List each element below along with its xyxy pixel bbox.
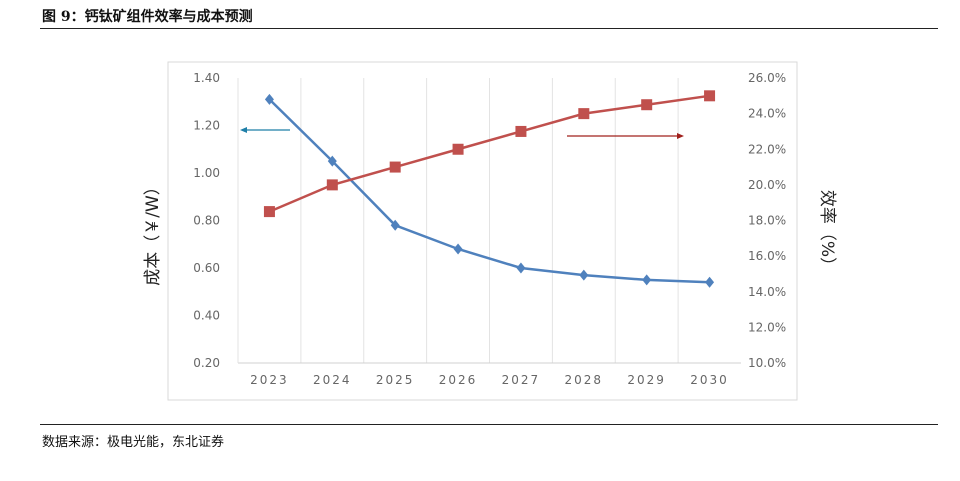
- data-point-square: [452, 143, 464, 155]
- data-point-square: [578, 108, 590, 120]
- data-point-diamond: [516, 262, 526, 274]
- data-point-diamond: [642, 274, 652, 286]
- x-tick-label: 2029: [627, 373, 666, 387]
- series-line-left: [268, 98, 710, 284]
- x-tick-label: 2027: [502, 373, 541, 387]
- y-right-tick-label: 14.0%: [748, 285, 786, 299]
- y-tick-label: 0.60: [193, 261, 220, 275]
- right-arrowhead-icon: [677, 133, 684, 139]
- y-tick-label: 0.40: [193, 309, 220, 323]
- left-arrowhead-icon: [240, 127, 247, 133]
- data-point-square: [389, 161, 401, 173]
- data-point-diamond: [705, 276, 715, 288]
- data-point-diamond: [390, 219, 400, 231]
- y-right-tick-label: 26.0%: [748, 71, 786, 85]
- bottom-rule: [40, 424, 938, 425]
- y-right-tick-label: 18.0%: [748, 214, 786, 228]
- y-right-tick-label: 10.0%: [748, 356, 786, 370]
- y-right-axis-title: 效率（%）: [817, 190, 837, 274]
- data-point-diamond: [327, 155, 337, 167]
- y-tick-label: 1.40: [193, 71, 220, 85]
- x-tick-label: 2030: [690, 373, 729, 387]
- y-right-tick-label: 16.0%: [748, 249, 786, 263]
- data-point-diamond: [579, 269, 589, 281]
- x-tick-label: 2026: [439, 373, 478, 387]
- data-point-diamond: [264, 93, 274, 105]
- data-point-diamond: [453, 243, 463, 255]
- data-point-square: [326, 179, 338, 191]
- y-right-tick-label: 12.0%: [748, 320, 786, 334]
- y-right-tick-label: 24.0%: [748, 107, 786, 121]
- data-point-square: [641, 99, 653, 111]
- x-tick-label: 2028: [565, 373, 604, 387]
- data-point-square: [704, 90, 716, 102]
- x-tick-label: 2024: [313, 373, 352, 387]
- data-point-square: [515, 125, 527, 137]
- y-right-tick-label: 20.0%: [748, 178, 786, 192]
- x-tick-label: 2025: [376, 373, 415, 387]
- x-tick-label: 2023: [250, 373, 289, 387]
- y-tick-label: 0.20: [193, 356, 220, 370]
- series-line-right: [268, 94, 710, 213]
- source-note: 数据来源：极电光能，东北证券: [42, 435, 225, 450]
- data-point-square: [263, 206, 275, 218]
- chart-frame: [167, 61, 798, 401]
- y-right-tick-label: 22.0%: [748, 142, 786, 156]
- top-rule: [40, 28, 938, 29]
- y-tick-label: 1.20: [193, 119, 220, 133]
- y-axis-title: 成本（￥/W）: [143, 178, 163, 286]
- y-tick-label: 0.80: [193, 214, 220, 228]
- figure-title: 图 9：钙钛矿组件效率与成本预测: [42, 9, 253, 25]
- y-tick-label: 1.00: [193, 166, 220, 180]
